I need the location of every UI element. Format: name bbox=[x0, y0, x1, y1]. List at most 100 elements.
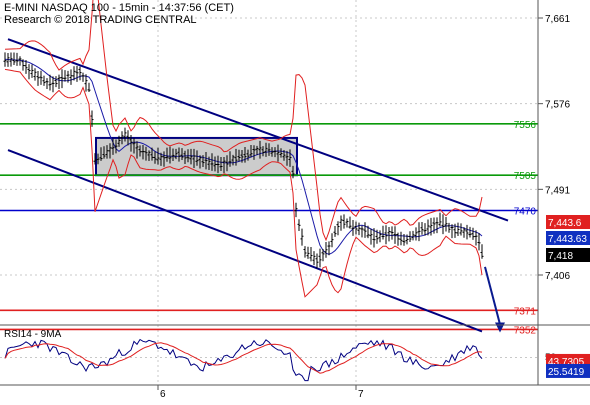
rsi-line bbox=[4, 338, 483, 382]
price-bar bbox=[57, 74, 61, 89]
price-bar bbox=[297, 219, 301, 231]
price-bar bbox=[114, 139, 118, 154]
price-bar bbox=[159, 152, 163, 166]
price-bar bbox=[330, 233, 334, 248]
price-badge-label: 7,418 bbox=[548, 251, 573, 262]
price-bar bbox=[417, 222, 421, 242]
price-bar bbox=[231, 154, 235, 166]
y-tick-label: 7,576 bbox=[545, 100, 570, 111]
price-bar bbox=[237, 149, 241, 162]
price-bar bbox=[138, 145, 142, 157]
price-bar bbox=[366, 225, 370, 239]
price-bar bbox=[150, 147, 154, 161]
price-bar bbox=[141, 144, 145, 160]
rsi-badge-label: 25.5419 bbox=[548, 367, 585, 378]
price-bar bbox=[282, 150, 286, 161]
price-bar bbox=[345, 218, 349, 228]
price-bar bbox=[342, 214, 346, 229]
price-bar bbox=[462, 227, 466, 238]
price-bar bbox=[195, 150, 199, 166]
price-bar bbox=[243, 146, 247, 163]
price-badges: 7,443.6 7,443.63 7,418 bbox=[546, 215, 590, 262]
price-bar bbox=[294, 202, 298, 218]
price-bar bbox=[480, 244, 484, 259]
level-label: 7352 bbox=[514, 325, 537, 336]
price-bar bbox=[306, 246, 310, 259]
price-bar bbox=[147, 150, 151, 162]
price-bar bbox=[444, 217, 448, 232]
price-bar bbox=[255, 145, 259, 155]
price-bar bbox=[3, 52, 7, 67]
price-bar bbox=[105, 145, 109, 159]
price-bar bbox=[303, 246, 307, 258]
price-bars bbox=[3, 52, 484, 269]
price-bar bbox=[474, 230, 478, 246]
descending-channel bbox=[7, 38, 509, 333]
price-bar bbox=[39, 70, 43, 85]
price-bar bbox=[6, 53, 10, 67]
price-axis: 7,406 7,491 7,576 7,661 bbox=[538, 14, 570, 282]
price-bar bbox=[153, 151, 157, 164]
price-bar bbox=[219, 156, 223, 172]
price-bar bbox=[363, 222, 367, 238]
price-bar bbox=[408, 231, 412, 243]
price-bar bbox=[318, 248, 322, 268]
rsi-ma-line bbox=[4, 342, 483, 374]
level-label: 7505 bbox=[514, 171, 537, 182]
price-badge-label: 7,443.6 bbox=[548, 218, 582, 229]
price-bar bbox=[339, 215, 343, 231]
price-bar bbox=[12, 52, 16, 66]
level-label: 7556 bbox=[514, 120, 537, 131]
price-bar bbox=[198, 155, 202, 169]
price-bar bbox=[279, 148, 283, 158]
price-bar bbox=[261, 146, 265, 157]
price-bar bbox=[378, 230, 382, 243]
level-label: 7371 bbox=[514, 306, 537, 317]
price-bar bbox=[468, 226, 472, 238]
chart-title: E-MINI NASDAQ 100 - 15min - 14:37:56 (CE… bbox=[4, 2, 234, 14]
price-bar bbox=[420, 221, 424, 235]
price-bar bbox=[471, 227, 475, 240]
price-bar bbox=[132, 138, 136, 154]
price-bar bbox=[192, 148, 196, 169]
price-bar bbox=[396, 232, 400, 246]
chart-subtitle: Research © 2018 TRADING CENTRAL bbox=[4, 14, 197, 26]
price-bar bbox=[393, 226, 397, 244]
price-bar bbox=[72, 66, 76, 81]
price-bar bbox=[108, 143, 112, 159]
price-bar bbox=[354, 221, 358, 235]
price-bar bbox=[21, 59, 25, 71]
price-bar bbox=[123, 127, 127, 142]
y-tick-label: 7,661 bbox=[545, 14, 570, 25]
price-bar bbox=[453, 223, 457, 238]
price-bar bbox=[234, 148, 238, 166]
price-bar bbox=[276, 144, 280, 162]
price-bar bbox=[189, 148, 193, 165]
price-bar bbox=[228, 151, 232, 167]
price-bar bbox=[441, 214, 445, 235]
price-bar bbox=[156, 147, 160, 165]
price-badge: 7,443.63 bbox=[546, 231, 590, 245]
price-bar bbox=[351, 220, 355, 236]
price-bar bbox=[135, 141, 139, 159]
price-badge-box bbox=[546, 215, 590, 229]
price-bar bbox=[36, 70, 40, 86]
price-bar bbox=[324, 241, 328, 258]
price-bar bbox=[273, 147, 277, 158]
price-bar bbox=[225, 155, 229, 172]
price-bar bbox=[171, 148, 175, 162]
price-bar bbox=[33, 68, 37, 81]
price-bar bbox=[264, 142, 268, 157]
price-bar bbox=[360, 225, 364, 238]
price-bar bbox=[213, 156, 217, 172]
price-bar bbox=[381, 225, 385, 240]
price-bar bbox=[450, 224, 454, 239]
price-bar bbox=[390, 226, 394, 240]
price-badge-box bbox=[546, 248, 590, 262]
price-bar bbox=[375, 229, 379, 244]
price-bar bbox=[180, 148, 184, 161]
level-label: 7470 bbox=[514, 206, 537, 217]
price-bar bbox=[24, 60, 28, 74]
price-bar bbox=[54, 76, 58, 88]
